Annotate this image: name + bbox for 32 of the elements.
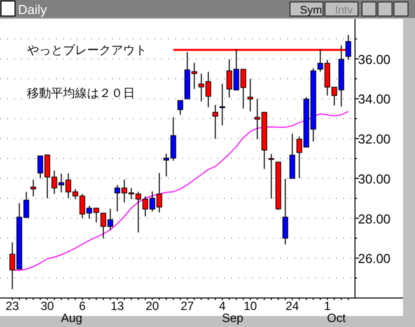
x-tick-label: 24 <box>286 299 300 313</box>
candlestick <box>247 78 254 112</box>
candlestick <box>268 153 274 200</box>
annotation: やっとブレークアウト <box>27 43 147 57</box>
x-tick-label: 1 <box>324 299 331 313</box>
annotation: 移動平均線は２０日 <box>27 86 135 100</box>
x-tick-label: 4 <box>218 299 226 313</box>
y-tick-label: 36.00 <box>358 52 391 67</box>
candlestick <box>289 133 296 179</box>
x-tick-label: 30 <box>40 299 54 313</box>
y-tick-label: 30.00 <box>358 171 391 186</box>
y-tick-label: 26.00 <box>358 251 391 266</box>
x-tick-label: 10 <box>244 299 258 313</box>
candlestick <box>177 100 184 116</box>
candlestick <box>282 178 288 245</box>
text: Aug <box>61 311 82 325</box>
y-tick-label: 34.00 <box>358 92 391 107</box>
x-tick-label: 13 <box>110 299 124 313</box>
text: Sep <box>222 311 244 325</box>
text: Sym <box>300 4 322 16</box>
candlestick <box>212 104 218 140</box>
text: Oct <box>327 311 346 325</box>
chart-title: Daily <box>18 2 48 17</box>
candlestick <box>345 34 352 60</box>
candlestick <box>30 179 36 197</box>
y-tick-label: 32.00 <box>358 132 391 147</box>
x-tick-label: 27 <box>180 299 194 313</box>
x-tick-label: 6 <box>78 299 86 313</box>
y-tick-label: 28.00 <box>358 211 391 226</box>
text: Intv <box>335 4 354 16</box>
x-tick-label: 23 <box>6 299 20 313</box>
x-tick-label: 20 <box>146 299 160 313</box>
